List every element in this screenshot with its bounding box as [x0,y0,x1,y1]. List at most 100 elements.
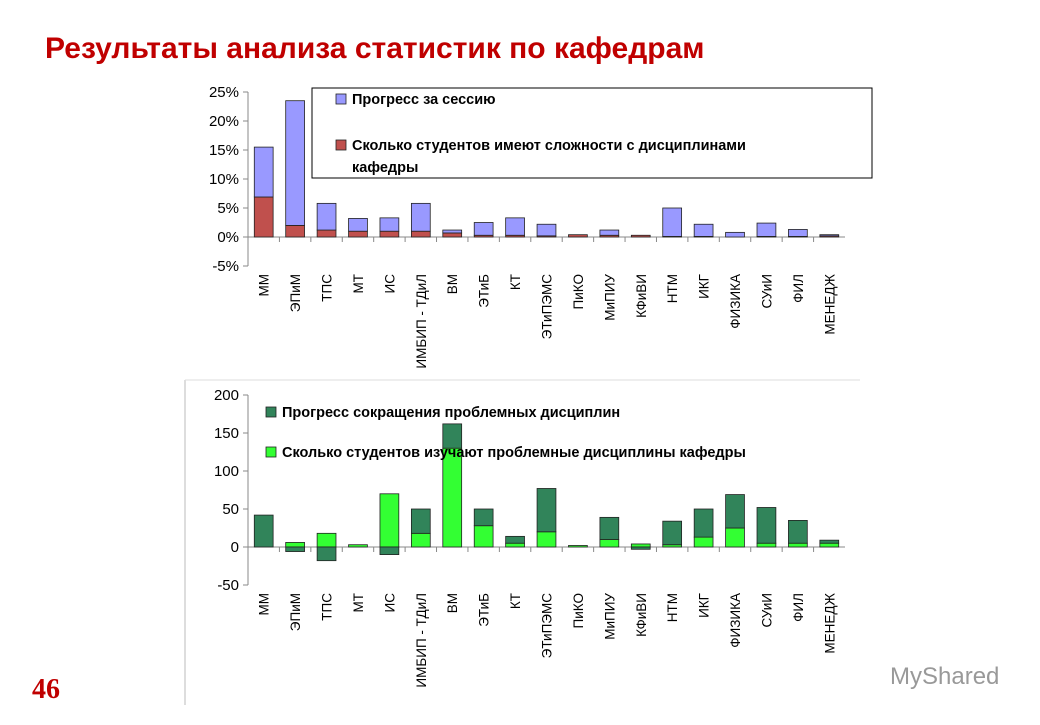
bar-segment [410,202,431,232]
y-tick-label: 150 [214,425,239,442]
x-tick-label: ТПС [320,593,335,621]
bar-segment [505,542,525,548]
x-tick-label: ФИЛ [791,274,806,303]
page-number: 46 [32,674,60,705]
x-tick-label: МиПИУ [602,274,617,321]
x-tick-label: ФИЗИКА [728,274,743,329]
y-tick-label: 20% [209,113,239,130]
bar-segment [630,543,651,548]
y-tick-label: 25% [209,84,239,101]
x-tick-label: ИС [382,593,397,613]
bar-segment [725,231,745,238]
bar-segment [348,218,368,232]
bar-segment [442,447,463,548]
x-tick-label: ЭТиБ [477,274,492,308]
x-tick-label: КФиВИ [634,593,649,637]
x-tick-label: ИМБИП - ТДиЛ [414,274,429,369]
bar-segment [348,544,368,548]
y-tick-label: -50 [217,577,239,594]
bar-segment [253,514,274,548]
y-tick-label: 200 [214,387,239,404]
y-tick-label: 50 [222,501,239,518]
bar-segment [348,230,368,238]
x-tick-label: СУиИ [759,593,774,628]
bar-segment [788,542,808,548]
x-tick-label: ФИЛ [791,593,806,622]
x-tick-label: ЭТиПЭМС [540,593,555,659]
bar-segment [410,508,431,534]
legend-label: Прогресс за сессию [352,92,496,108]
bar-segment [599,229,620,236]
bar-segment [379,230,400,238]
bar-segment [599,539,620,548]
legend-swatch [335,93,347,105]
bar-segment [410,230,431,238]
bar-segment [630,546,651,550]
x-tick-label: НТМ [665,274,680,303]
bar-segment [473,508,494,527]
x-tick-label: МиПИУ [602,593,617,640]
y-tick-label: 5% [217,200,239,217]
bar-segment [253,146,274,198]
bar-segment [693,223,714,237]
bar-segment [285,546,305,552]
bar-segment [756,542,777,548]
bar-segment [568,234,588,238]
bar-segment [505,535,525,544]
x-tick-label: ММ [257,274,272,297]
slide-title: Результаты анализа статистик по кафедрам [45,32,704,65]
bar-segment [662,207,683,237]
x-tick-label: КТ [508,593,523,609]
watermark: MyShared [890,663,999,690]
legend-box [311,87,873,179]
x-tick-label: ВМ [445,593,460,613]
bar-segment [316,546,337,562]
bar-segment [693,536,714,548]
legend-label: Сколько студентов изучают проблемные дис… [282,445,746,461]
bar-segment [285,542,305,548]
bar-segment [473,222,494,236]
bar-segment [819,539,840,544]
bar-segment [316,229,337,238]
x-tick-label: ПиКО [571,593,586,628]
bar-segment [379,217,400,232]
bar-segment [725,494,745,529]
bar-segment [536,223,557,237]
bar-segment [788,520,808,544]
bar-segment [819,542,840,548]
x-tick-label: ТПС [320,274,335,302]
x-tick-label: СУиИ [759,274,774,309]
bar-segment [788,229,808,237]
x-tick-label: МЕНЕДЖ [822,592,837,653]
bar-segment [473,525,494,548]
x-tick-label: ЭПиМ [288,274,303,312]
y-tick-label: 100 [214,463,239,480]
bar-segment [536,531,557,548]
x-tick-label: ИКГ [697,273,712,299]
legend-label: Сколько студентов имеют сложности с дисц… [352,138,746,176]
x-tick-label: ИС [382,274,397,294]
y-tick-label: 0 [231,539,239,556]
y-tick-label: 0% [217,229,239,246]
bar-segment [599,516,620,540]
bar-segment [630,234,651,238]
bar-segment [819,234,840,237]
legend-swatch [265,406,277,418]
x-tick-label: МТ [351,274,366,294]
bar-segment [725,527,745,548]
bar-segment [568,545,588,548]
x-tick-label: НТМ [665,593,680,622]
x-tick-label: КФиВИ [634,274,649,318]
bar-segment [442,229,463,234]
bar-segment [253,196,274,238]
bar-segment [379,546,400,555]
bar-segment [379,493,400,548]
legend-swatch [265,446,277,458]
x-tick-label: ЭТиБ [477,593,492,627]
bar-segment [693,508,714,538]
x-tick-label: ВМ [445,274,460,294]
x-tick-label: ИКГ [697,592,712,618]
x-tick-label: ИМБИП - ТДиЛ [414,593,429,688]
legend-swatch [335,139,347,151]
